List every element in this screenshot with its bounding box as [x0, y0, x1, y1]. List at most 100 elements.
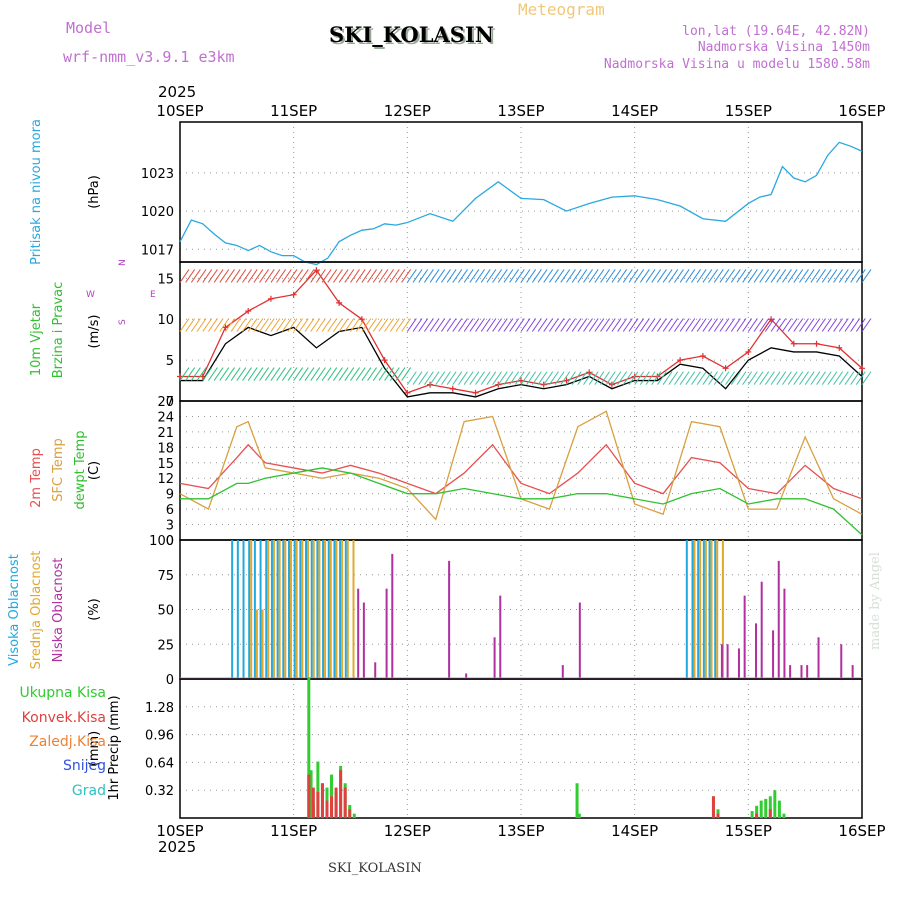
bar-0 [305, 540, 308, 679]
wind-barb [645, 318, 656, 332]
wind-barb [566, 269, 576, 283]
x-tick-bottom-label: 11SEP [270, 822, 317, 840]
x-tick-bottom-label: 12SEP [384, 822, 431, 840]
bar-0 [777, 800, 781, 818]
bar-0 [282, 540, 285, 679]
compass-n: N [118, 259, 128, 266]
wind-barb [509, 371, 520, 385]
y-tick-label: 10 [157, 313, 174, 328]
wind-barb [622, 371, 633, 385]
wind-barb [475, 371, 485, 385]
wind-barb [850, 318, 861, 332]
bar-2 [578, 602, 581, 679]
wind-barb [202, 367, 213, 381]
model-label: Model [66, 19, 112, 37]
wind-barb [622, 318, 633, 332]
wind-barb [520, 269, 531, 283]
bar-0 [231, 540, 234, 679]
bar-2 [357, 588, 360, 679]
wind-barb [605, 318, 616, 332]
wind-barb [730, 269, 741, 283]
y-tick-label: 1023 [141, 167, 174, 182]
wind-barb [816, 318, 826, 332]
wind-barb [293, 269, 304, 283]
wind-barb [190, 367, 201, 381]
wind-barb [685, 318, 696, 332]
elevation-label: Nadmorska Visina 1450m [697, 40, 870, 55]
wind-barb [458, 318, 468, 332]
wind-barb [350, 367, 360, 381]
wind-barb [395, 318, 406, 332]
bar-1 [311, 787, 315, 818]
wind-barb [821, 318, 832, 332]
wind-barb [656, 269, 667, 283]
panel-3: 0 25 50 75 100 (%) [87, 534, 863, 688]
wind-barb [651, 371, 662, 385]
bar-1 [301, 540, 304, 679]
bar-1 [704, 540, 707, 679]
wind-barb [742, 318, 753, 332]
wind-barb [253, 269, 264, 283]
wind-barb [372, 269, 383, 283]
bar-1 [710, 540, 713, 679]
wind-barb [827, 371, 838, 385]
bar-0 [575, 783, 579, 818]
wind-barb [264, 318, 275, 332]
wind-barb [617, 269, 628, 283]
wind-barb [213, 367, 224, 381]
wind-barb [639, 371, 650, 385]
wind-barb [344, 367, 355, 381]
series-line-1 [179, 410, 863, 521]
wind-barb [406, 269, 417, 283]
bar-0 [768, 796, 772, 818]
wind-barb [514, 318, 525, 332]
y-axis-label: (%) [87, 598, 102, 621]
series-line-0 [179, 443, 863, 500]
wind-barb [378, 269, 389, 283]
wind-barb [458, 371, 468, 385]
bar-1 [346, 540, 349, 679]
wind-barb [486, 269, 497, 283]
wind-barb [634, 371, 645, 385]
wind-speed-point [677, 357, 684, 364]
year-top: 2025 [158, 83, 197, 101]
wind-barb [372, 367, 383, 381]
wind-barb [696, 269, 707, 283]
wind-barb [338, 318, 349, 332]
wind-barb [651, 318, 662, 332]
wind-barb [327, 367, 338, 381]
wind-barb [668, 269, 679, 283]
y-tick-label: 1.28 [145, 701, 174, 716]
bar-2 [800, 665, 803, 679]
bar-0 [327, 540, 330, 679]
wind-barb [264, 269, 275, 283]
wind-barb [333, 367, 343, 381]
wind-barb [526, 269, 537, 283]
compass-s: S [118, 319, 128, 325]
wind-barb [509, 318, 520, 332]
bar-0 [685, 540, 688, 679]
wind-barb [315, 318, 326, 332]
panel-1: 0 5 10 15 (m/s) W E N S [86, 259, 872, 410]
precip-legend-item: Grad [72, 783, 106, 799]
bar-2 [374, 662, 377, 679]
wind-barb [560, 318, 571, 332]
wind-barb [418, 371, 429, 385]
wind-speed-point [859, 365, 865, 372]
y-tick-label: 12 [157, 472, 174, 487]
wind-barb [571, 371, 582, 385]
precip-legend-item: Konvek.Kisa [22, 710, 106, 726]
wind-barb [327, 269, 338, 283]
wind-barb [225, 367, 235, 381]
bar-0 [248, 540, 251, 679]
wind-barb [401, 269, 412, 283]
bar-2 [777, 560, 780, 679]
wind-barb [418, 318, 429, 332]
wind-barb [702, 371, 713, 385]
wind-barb [702, 269, 713, 283]
wind-barb [321, 318, 332, 332]
bar-2 [391, 553, 394, 679]
bar-1 [343, 787, 347, 818]
compass-w: W [86, 290, 95, 300]
